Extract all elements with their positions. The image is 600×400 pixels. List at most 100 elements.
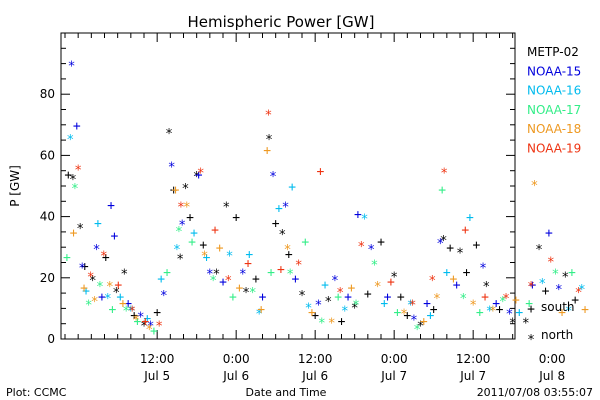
marker-symbol: + <box>527 302 535 317</box>
data-point-noaa-15: * <box>78 262 86 277</box>
marker-label: north <box>541 328 573 342</box>
data-point-metp-02: + <box>496 302 504 317</box>
legend-entry: NOAA-19 <box>527 142 581 156</box>
legend-entry: NOAA-16 <box>527 84 581 98</box>
data-point-noaa-17: + <box>229 290 237 305</box>
data-point-metp-02: * <box>535 243 543 258</box>
data-point-noaa-17: + <box>438 183 446 198</box>
data-point-noaa-17: * <box>318 317 326 332</box>
data-point-noaa-18: * <box>183 200 191 215</box>
data-point-noaa-19: + <box>317 165 325 180</box>
data-point-noaa-16: + <box>380 296 388 311</box>
legend-entry: METP-02 <box>527 45 579 59</box>
data-point-noaa-19: * <box>527 280 535 295</box>
data-point-noaa-19: * <box>155 320 163 335</box>
x-tick-date-label: Jul 6 <box>301 369 328 383</box>
data-point-noaa-18: + <box>450 272 458 287</box>
data-point-noaa-18: + <box>512 293 520 308</box>
data-point-metp-02: + <box>102 250 110 265</box>
x-tick-date-label: Jul 8 <box>538 369 565 383</box>
data-point-noaa-15: + <box>292 272 300 287</box>
data-point-noaa-17: + <box>188 235 196 250</box>
data-point-noaa-15: * <box>331 274 339 289</box>
data-point-metp-02: * <box>417 320 425 335</box>
data-point-noaa-16: + <box>245 247 253 262</box>
data-point-noaa-18: + <box>257 302 265 317</box>
data-point-noaa-16: * <box>305 301 313 316</box>
data-point-noaa-19: * <box>177 200 185 215</box>
data-point-noaa-16: + <box>288 180 296 195</box>
data-point-noaa-15: + <box>73 119 81 134</box>
data-point-metp-02: + <box>186 211 194 226</box>
data-point-noaa-16: * <box>127 304 135 319</box>
data-point-metp-02: + <box>430 302 438 317</box>
footer-credit: Plot: CCMC <box>6 386 67 399</box>
data-point-metp-02: * <box>482 280 490 295</box>
data-point-noaa-15: * <box>269 170 277 185</box>
data-point-noaa-17: * <box>499 295 507 310</box>
data-point-metp-02: * <box>298 289 306 304</box>
data-point-noaa-18: + <box>347 281 355 296</box>
data-point-metp-02: * <box>351 301 359 316</box>
data-point-noaa-17: + <box>334 290 342 305</box>
data-point-noaa-17: + <box>525 296 533 311</box>
data-point-noaa-15: + <box>529 278 537 293</box>
data-point-noaa-18: + <box>581 302 589 317</box>
data-point-noaa-18: + <box>420 315 428 330</box>
data-point-noaa-15: * <box>147 320 155 335</box>
data-point-noaa-19: * <box>440 167 448 182</box>
data-point-noaa-16: * <box>486 304 494 319</box>
data-point-metp-02: + <box>571 293 579 308</box>
data-point-noaa-17: * <box>249 286 257 301</box>
data-point-noaa-18: * <box>132 314 140 329</box>
data-point-metp-02: * <box>456 246 464 261</box>
data-point-noaa-17: + <box>108 302 116 317</box>
data-point-metp-02: * <box>89 274 97 289</box>
data-point-noaa-17: + <box>301 235 309 250</box>
data-point-metp-02: * <box>76 222 84 237</box>
data-point-metp-02: * <box>522 317 530 332</box>
y-axis: 0 20 40 60 80 <box>40 47 515 346</box>
data-point-noaa-16: * <box>66 133 74 148</box>
data-point-noaa-16: * <box>578 283 586 298</box>
data-point-noaa-17: * <box>85 298 93 313</box>
y-tick-label: 80 <box>40 87 55 101</box>
x-tick-date-label: Jul 6 <box>222 369 249 383</box>
data-point-noaa-17: + <box>63 250 71 265</box>
data-point-noaa-16: + <box>515 305 523 320</box>
data-point-metp-02: + <box>542 284 550 299</box>
data-point-noaa-18: + <box>558 305 566 320</box>
data-point-noaa-18: + <box>119 296 127 311</box>
data-point-metp-02: + <box>403 309 411 324</box>
data-point-noaa-15: + <box>354 208 362 223</box>
data-point-noaa-17: + <box>150 324 158 339</box>
x-tick-date-label: Jul 5 <box>143 369 170 383</box>
data-point-metp-02: + <box>377 235 385 250</box>
y-tick-label: 0 <box>47 332 55 346</box>
data-point-noaa-17: * <box>352 298 360 313</box>
data-point-metp-02: * <box>222 200 230 215</box>
data-point-noaa-17: * <box>175 225 183 240</box>
data-point-noaa-18: * <box>201 249 209 264</box>
data-point-noaa-18: + <box>172 183 180 198</box>
data-point-noaa-19: * <box>100 249 108 264</box>
data-point-metp-02: * <box>69 173 77 188</box>
data-point-noaa-16: + <box>190 226 198 241</box>
data-point-noaa-17: * <box>371 259 379 274</box>
data-point-noaa-15: + <box>384 290 392 305</box>
data-point-noaa-15: * <box>178 219 186 234</box>
data-point-metp-02: + <box>130 309 138 324</box>
data-point-noaa-15: * <box>367 243 375 258</box>
data-point-metp-02: * <box>140 320 148 335</box>
data-point-noaa-15: * <box>160 289 168 304</box>
x-tick-time-label: 12:00 <box>456 352 491 366</box>
data-point-metp-02: * <box>440 234 448 249</box>
data-point-metp-02: + <box>170 183 178 198</box>
legend: METP-02 NOAA-15 NOAA-16 NOAA-17 NOAA-18 NOAA-… <box>527 45 581 156</box>
data-point-noaa-16: + <box>143 312 151 327</box>
data-point-noaa-17: + <box>476 305 484 320</box>
data-point-metp-02: + <box>364 287 372 302</box>
x-axis-label: Date and Time <box>246 386 327 399</box>
legend-entry: NOAA-15 <box>527 64 581 78</box>
data-point-noaa-15: + <box>98 290 106 305</box>
